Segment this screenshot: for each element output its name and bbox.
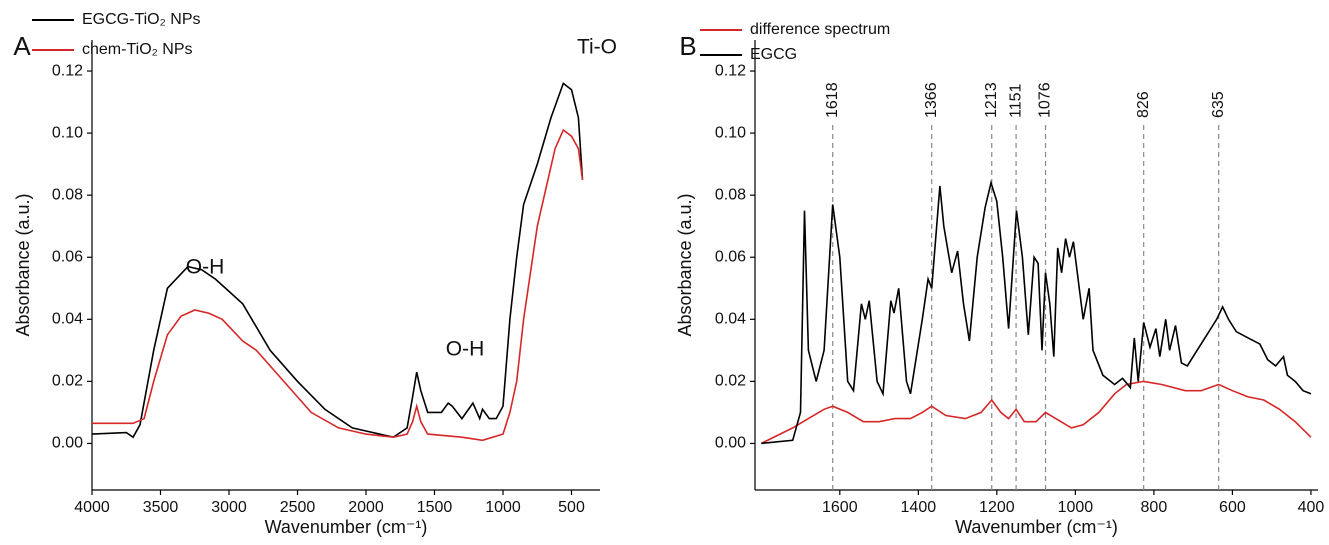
x-tick-label: 3000 — [211, 499, 247, 516]
annotation: Ti-O — [577, 36, 617, 59]
y-tick-label: 0.10 — [715, 124, 746, 141]
x-tick-label: 400 — [1298, 499, 1325, 516]
x-tick-label: 1000 — [485, 499, 521, 516]
y-tick-label: 0.00 — [52, 435, 83, 452]
y-tick-label: 0.08 — [52, 186, 83, 203]
y-tick-label: 0.08 — [715, 186, 746, 203]
x-axis-title: Wavenumber (cm⁻¹) — [955, 517, 1118, 537]
x-tick-label: 1600 — [822, 499, 858, 516]
legend-label: difference spectrum — [750, 21, 890, 38]
y-tick-label: 0.02 — [52, 373, 83, 390]
y-tick-label: 0.04 — [52, 311, 83, 328]
legend-label: EGCG — [750, 46, 797, 63]
x-axis-title: Wavenumber (cm⁻¹) — [265, 517, 428, 537]
peak-label: 1151 — [1007, 83, 1024, 118]
peak-label: 1213 — [983, 82, 1000, 118]
annotation: O-H — [186, 256, 225, 279]
x-tick-label: 2500 — [280, 499, 316, 516]
legend-label: EGCG-TiO₂ NPs — [82, 11, 201, 28]
x-tick-label: 1000 — [1058, 499, 1094, 516]
y-axis-title: Absorbance (a.u.) — [13, 193, 33, 336]
data-line — [761, 179, 1312, 445]
y-tick-label: 0.10 — [52, 124, 83, 141]
data-line — [760, 380, 1312, 445]
y-tick-label: 0.06 — [715, 248, 746, 265]
y-tick-label: 0.02 — [715, 373, 746, 390]
annotation: O-H — [446, 338, 485, 361]
x-tick-label: 600 — [1219, 499, 1246, 516]
y-tick-label: 0.00 — [715, 435, 746, 452]
x-tick-label: 800 — [1141, 499, 1168, 516]
peak-label: 1618 — [824, 82, 841, 118]
y-tick-label: 0.06 — [52, 248, 83, 265]
panel-label: A — [13, 31, 31, 61]
x-tick-label: 3500 — [143, 499, 179, 516]
data-line — [92, 128, 584, 442]
x-tick-label: 4000 — [74, 499, 110, 516]
panel-label: B — [679, 31, 696, 61]
peak-label: 1366 — [923, 82, 940, 118]
legend-label: chem-TiO₂ NPs — [82, 41, 193, 58]
x-tick-label: 500 — [558, 499, 585, 516]
y-axis-title: Absorbance (a.u.) — [675, 193, 695, 336]
x-tick-label: 2000 — [348, 499, 384, 516]
x-tick-label: 1200 — [979, 499, 1015, 516]
y-tick-label: 0.12 — [52, 62, 83, 79]
data-line — [91, 82, 584, 439]
peak-label: 1076 — [1037, 82, 1054, 118]
peak-label: 635 — [1210, 91, 1227, 118]
x-tick-label: 1500 — [417, 499, 453, 516]
peak-label: 826 — [1135, 91, 1152, 118]
x-tick-label: 1400 — [901, 499, 937, 516]
y-tick-label: 0.04 — [715, 311, 746, 328]
y-tick-label: 0.12 — [715, 62, 746, 79]
